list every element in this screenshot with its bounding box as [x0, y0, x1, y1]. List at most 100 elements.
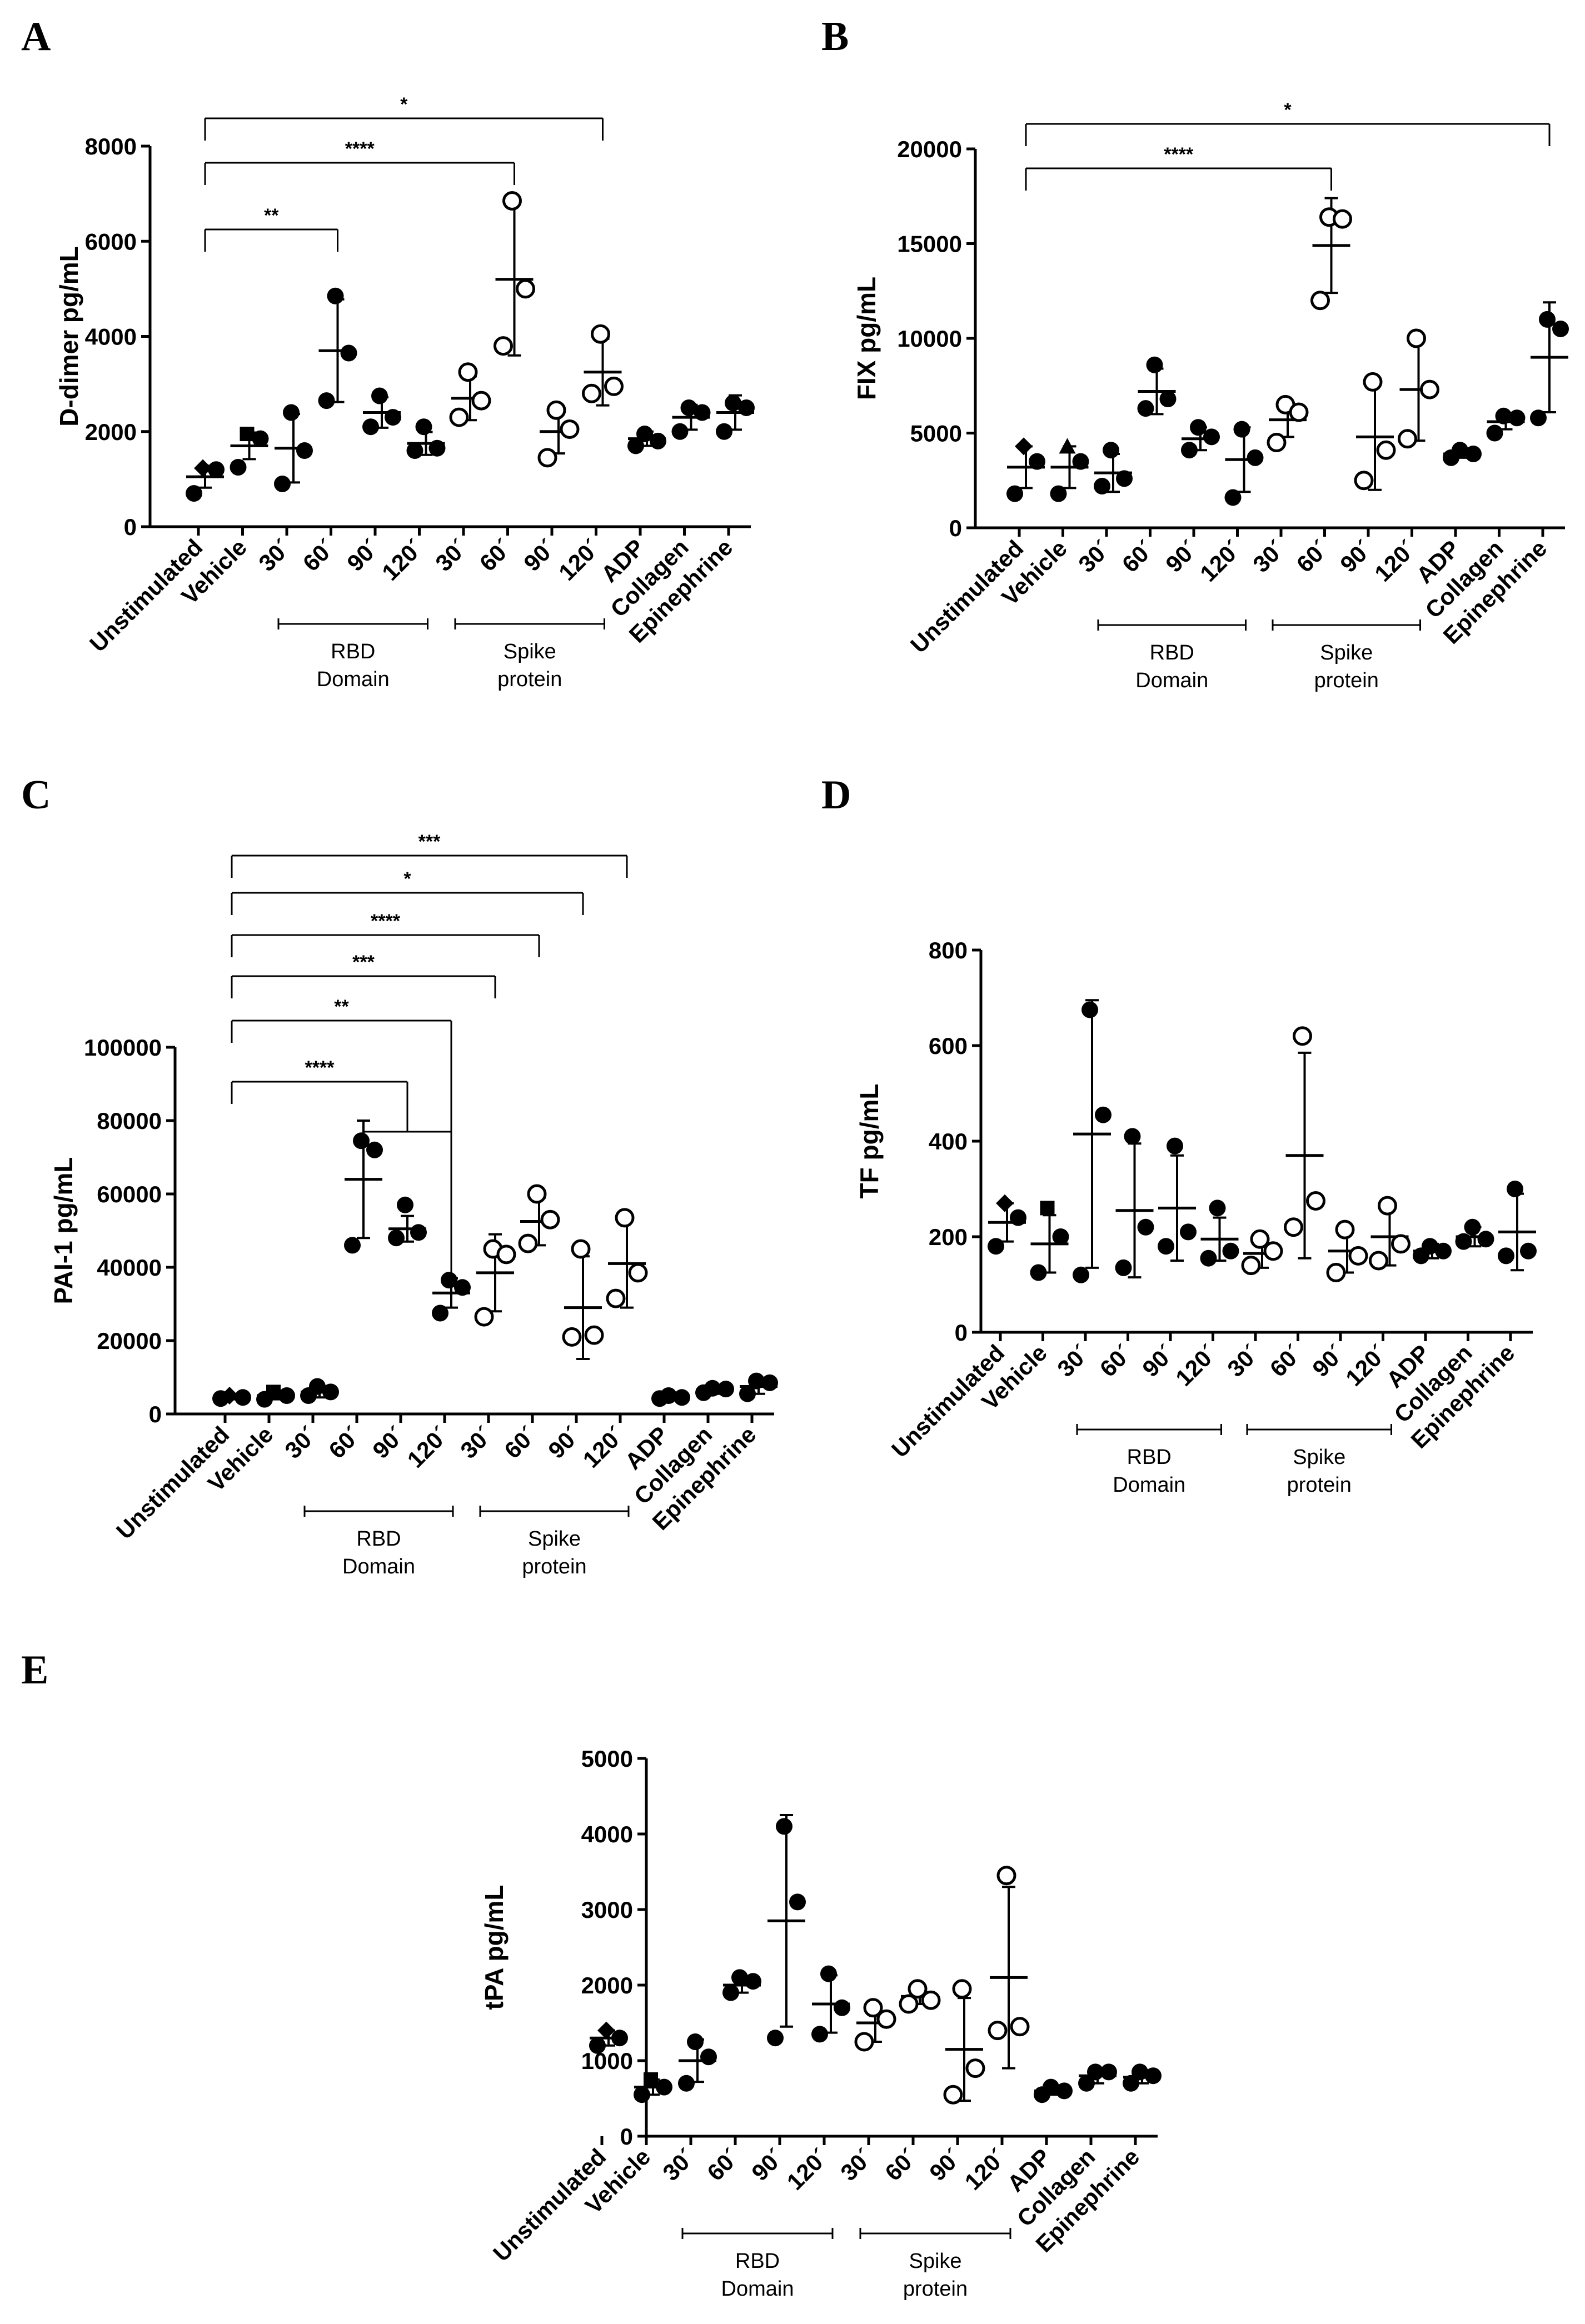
x-tick-label: 120´ — [1340, 1340, 1392, 1391]
data-point — [811, 2026, 828, 2043]
data-point — [1520, 1242, 1537, 1260]
y-tick-label: 8000 — [85, 133, 137, 159]
data-point-open — [1293, 1026, 1312, 1046]
data-point-open — [474, 1307, 494, 1327]
x-tick-label: 60´ — [702, 2143, 744, 2186]
group-label: Domain — [1113, 1473, 1185, 1497]
data-point — [1498, 1247, 1514, 1265]
data-point — [1233, 421, 1250, 438]
data-point — [1137, 1218, 1154, 1236]
x-tick-label: 120´ — [554, 534, 605, 586]
data-group — [1123, 2063, 1162, 2092]
data-point-open — [606, 1288, 626, 1308]
data-point — [322, 1383, 339, 1401]
data-point — [1200, 1250, 1217, 1267]
data-group — [811, 1965, 850, 2043]
data-point-square — [1040, 1201, 1055, 1216]
data-point — [1552, 320, 1569, 337]
y-axis-title: D-dimer pg/mL — [54, 246, 83, 427]
x-tick-label: 120´ — [402, 1421, 454, 1473]
data-point — [212, 1390, 229, 1407]
data-point — [274, 475, 291, 492]
data-point-square — [240, 427, 255, 442]
data-group — [722, 1969, 761, 2001]
data-point — [1443, 449, 1459, 466]
x-tick-label: 30´ — [1222, 1340, 1264, 1382]
data-point-open — [584, 1325, 604, 1345]
data-group — [1398, 328, 1439, 449]
y-tick-label: 400 — [929, 1128, 968, 1154]
x-tick-label: 90´ — [543, 1421, 585, 1463]
significance-label: * — [1284, 99, 1292, 121]
data-point-open — [1369, 1251, 1388, 1271]
significance-label: **** — [1164, 144, 1194, 165]
data-group — [988, 1194, 1026, 1255]
data-point — [651, 1390, 668, 1407]
x-tick-label: 30´ — [253, 534, 296, 576]
data-point — [611, 2030, 628, 2047]
data-point-square — [644, 2072, 658, 2087]
data-point — [415, 418, 432, 436]
data-group — [1078, 2063, 1117, 2092]
x-tick-label: 60´ — [475, 534, 517, 576]
data-group — [1006, 437, 1045, 502]
data-point — [406, 442, 423, 459]
y-tick-label: 0 — [949, 515, 962, 541]
x-tick-label: 90´ — [1160, 535, 1203, 577]
data-group — [494, 191, 535, 357]
data-group — [899, 1979, 941, 2014]
data-point — [1486, 424, 1503, 442]
group-label: protein — [903, 2277, 968, 2301]
data-group — [671, 399, 711, 440]
data-group — [1137, 356, 1177, 417]
significance-label: *** — [418, 831, 441, 852]
significance-label: ** — [334, 996, 349, 1017]
group-label: Spike — [909, 2250, 961, 2273]
y-tick-label: 2000 — [85, 419, 137, 445]
data-point — [1159, 391, 1177, 408]
data-point — [716, 423, 732, 440]
data-point — [700, 2048, 717, 2066]
data-point — [745, 1973, 761, 1990]
data-group — [518, 1184, 560, 1253]
data-point-open — [921, 1990, 941, 2010]
x-tick-label: 30´ — [455, 1421, 497, 1463]
data-point-open — [1354, 471, 1374, 491]
data-point-diamond — [597, 2021, 615, 2040]
data-point — [1010, 1209, 1026, 1226]
data-point — [776, 1818, 793, 1835]
data-point — [1073, 1266, 1089, 1283]
data-point — [589, 2037, 606, 2054]
data-point — [834, 1999, 850, 2016]
data-point-open — [1010, 2017, 1030, 2037]
data-point — [725, 394, 741, 412]
significance-label: * — [403, 868, 411, 889]
data-group — [582, 324, 624, 407]
data-group — [537, 400, 580, 468]
data-point-open — [449, 407, 469, 427]
y-tick-label: 80000 — [97, 1108, 162, 1134]
data-group — [274, 404, 313, 492]
panel-label: A — [21, 14, 51, 59]
data-group — [943, 1979, 985, 2105]
data-point — [1413, 1247, 1429, 1265]
data-point-open — [458, 362, 478, 382]
data-point-open — [1326, 1263, 1346, 1282]
data-group — [678, 2033, 717, 2092]
data-point — [1203, 428, 1220, 446]
data-point-open — [496, 1245, 516, 1265]
data-point — [1095, 1106, 1112, 1123]
data-group — [1267, 394, 1309, 453]
data-group — [1200, 1200, 1239, 1267]
y-tick-label: 5000 — [581, 1746, 633, 1772]
panel-label: E — [21, 1647, 48, 1693]
data-point-open — [965, 2058, 985, 2078]
data-point — [1222, 1242, 1239, 1260]
data-point — [1124, 1128, 1141, 1145]
data-point — [1247, 449, 1264, 466]
group-label: RBD — [331, 640, 375, 663]
data-group — [1413, 1238, 1452, 1265]
data-point — [820, 1965, 837, 1982]
data-point — [1495, 407, 1512, 424]
group-label: RBD — [735, 2250, 780, 2273]
